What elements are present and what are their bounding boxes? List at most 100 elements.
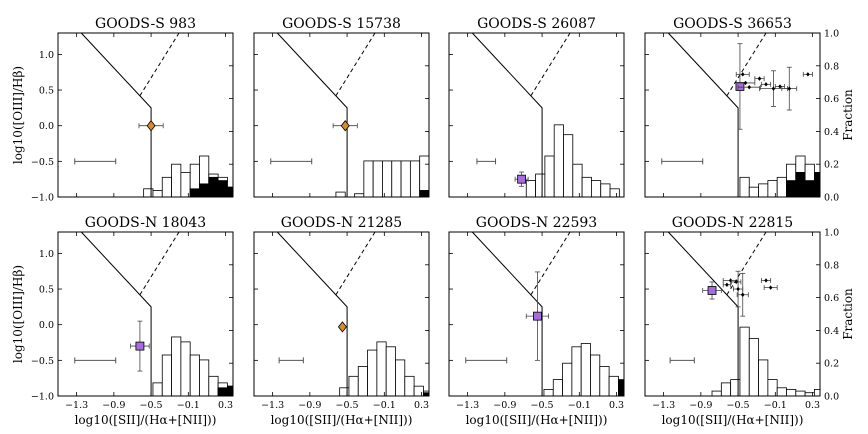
panel-frame bbox=[644, 231, 821, 397]
hist-bar-filled bbox=[804, 180, 815, 198]
data-point-small bbox=[734, 279, 739, 285]
hist-bar-filled bbox=[814, 171, 821, 198]
dashed-demarcation-line bbox=[726, 32, 767, 97]
hist-bar bbox=[563, 134, 574, 198]
data-point-diamond bbox=[340, 120, 350, 132]
panel: GOODS-N 22815 −1.3 −0.9 −0.5 −0.1 0.3 0.0 0.2 0.… bbox=[644, 215, 855, 427]
demarcation-line bbox=[80, 32, 152, 197]
y-tick-label: 0.0 bbox=[39, 320, 54, 331]
x-axis-label: log10([SII]/(Hα+[NII])) bbox=[271, 413, 413, 427]
hist-bar bbox=[720, 382, 732, 397]
hist-bar bbox=[161, 354, 172, 397]
demarcation-line bbox=[667, 32, 739, 197]
hist-bar bbox=[795, 390, 806, 397]
hist-bar bbox=[544, 155, 555, 198]
hist-bar-filled bbox=[786, 180, 797, 198]
x-tick-label: −0.5 bbox=[140, 400, 163, 411]
dashed-demarcation-line bbox=[139, 231, 180, 296]
data-point-small bbox=[787, 86, 792, 91]
hist-bar bbox=[395, 359, 406, 397]
hist-bar bbox=[535, 173, 546, 198]
hist-bar-filled bbox=[217, 180, 228, 198]
panel-frame bbox=[448, 32, 625, 198]
data-point-small bbox=[743, 80, 748, 86]
panel-title: GOODS-S 983 bbox=[95, 16, 196, 32]
hist-bar bbox=[608, 375, 619, 397]
hist-bar bbox=[409, 160, 421, 198]
data-point-small bbox=[725, 282, 729, 287]
fraction-tick-label: 0.4 bbox=[824, 326, 839, 337]
x-tick-label: −1.3 bbox=[652, 400, 675, 411]
hist-bar bbox=[571, 346, 582, 397]
x-tick-label: −0.9 bbox=[102, 400, 125, 411]
x-tick-label: −0.9 bbox=[298, 400, 321, 411]
hist-bar-filled bbox=[419, 190, 430, 198]
hist-bar bbox=[711, 390, 722, 397]
hist-bar bbox=[776, 387, 787, 397]
hist-bar bbox=[376, 341, 387, 397]
fraction-axis-label: Fraction bbox=[841, 288, 855, 340]
hist-bar bbox=[161, 176, 172, 198]
hist-bar bbox=[739, 326, 750, 397]
y-tick-label: 0.5 bbox=[39, 285, 54, 296]
data-point-small bbox=[728, 278, 733, 283]
x-tick-label: 0.3 bbox=[805, 400, 820, 411]
demarcation-line bbox=[276, 231, 348, 396]
dashed-demarcation-line bbox=[530, 231, 571, 296]
dashed-demarcation-line bbox=[530, 32, 571, 97]
data-point-square bbox=[533, 311, 542, 321]
x-tick-label: −0.9 bbox=[493, 400, 516, 411]
hist-bar bbox=[758, 183, 769, 198]
hist-bar bbox=[208, 375, 219, 397]
hist-bar bbox=[776, 176, 787, 198]
x-tick-label: −0.5 bbox=[336, 400, 359, 411]
fraction-tick-label: 0.2 bbox=[824, 359, 839, 370]
dashed-demarcation-line bbox=[726, 231, 767, 296]
data-point-small bbox=[806, 72, 810, 77]
hist-bar bbox=[382, 160, 393, 198]
data-point-diamond bbox=[146, 120, 156, 132]
panel-frame bbox=[448, 231, 625, 397]
panel-frame bbox=[253, 231, 430, 397]
hist-bar bbox=[758, 359, 769, 397]
hist-bar-filled bbox=[618, 379, 625, 397]
hist-bar bbox=[357, 366, 368, 397]
x-tick-label: 0.3 bbox=[414, 400, 429, 411]
panel-frame bbox=[253, 32, 430, 198]
hist-bar bbox=[152, 190, 163, 198]
x-tick-label: −0.1 bbox=[373, 400, 396, 411]
fraction-tick-label: 0.0 bbox=[824, 193, 839, 204]
demarcation-line bbox=[80, 231, 152, 396]
demarcation-line bbox=[471, 231, 543, 396]
hist-bar bbox=[199, 359, 210, 397]
fraction-tick-label: 0.4 bbox=[824, 127, 839, 138]
x-tick-label: −0.9 bbox=[689, 400, 712, 411]
y-tick-label: −1.0 bbox=[31, 193, 54, 204]
y-tick-label: −1.0 bbox=[31, 392, 54, 403]
x-tick-label: −0.1 bbox=[177, 400, 200, 411]
hist-bar-filled bbox=[227, 385, 234, 397]
hist-bar bbox=[599, 366, 610, 397]
fraction-tick-label: 0.6 bbox=[824, 293, 839, 304]
panel: GOODS-N 22593 −1.3 −0.9 −0.5 −0.1 0.3log10([S… bbox=[448, 215, 625, 427]
panel-frame bbox=[57, 231, 234, 397]
panel-title: GOODS-S 15738 bbox=[282, 16, 401, 32]
panel: GOODS-N 18043 −1.3 −0.9 −0.5 −0.1 0.3 −1.0 −0.5… bbox=[11, 215, 234, 427]
data-point-small bbox=[778, 84, 782, 89]
hist-bar bbox=[748, 338, 759, 397]
hist-bar bbox=[400, 160, 411, 198]
panel: GOODS-S 983 −1.0 −0.5 0.0 0.5 1.0 log10([OIII]… bbox=[11, 16, 234, 204]
panel-title: GOODS-N 22593 bbox=[476, 215, 597, 231]
data-point-small bbox=[740, 72, 745, 77]
y-tick-label: −0.5 bbox=[31, 157, 54, 168]
hist-bar bbox=[385, 346, 396, 397]
y-axis-label: log10([OIII]/Hβ) bbox=[11, 66, 25, 164]
panel: GOODS-S 36653 0.0 0.2 0.4 0.6 0.8 1.0 Fraction bbox=[644, 16, 855, 204]
y-axis-label: log10([OIII]/Hβ) bbox=[11, 265, 25, 363]
x-axis-label: log10([SII]/(Hα+[NII])) bbox=[466, 413, 608, 427]
hist-bar bbox=[591, 180, 602, 198]
dashed-demarcation-line bbox=[335, 32, 376, 97]
x-tick-label: −0.1 bbox=[568, 400, 591, 411]
hist-bar bbox=[786, 389, 797, 397]
hist-bar bbox=[189, 354, 200, 397]
